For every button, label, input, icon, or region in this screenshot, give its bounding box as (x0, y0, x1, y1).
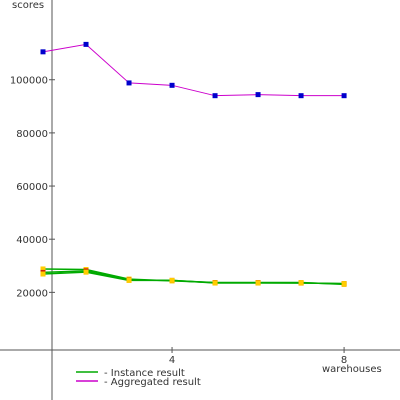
instance-point (212, 280, 218, 286)
aggregated-point (83, 41, 89, 47)
x-tick-label: 4 (169, 355, 175, 366)
instance-point (298, 280, 304, 286)
aggregated-point (169, 82, 175, 88)
x-axis-label: warehouses (322, 364, 382, 375)
instance-line (42, 271, 345, 285)
aggregated-line (42, 43, 345, 97)
y-tick-label: 20000 (16, 288, 48, 299)
x-tick-label: 8 (341, 355, 347, 366)
instance-point (255, 280, 261, 286)
instance-point (40, 266, 46, 272)
instance-point (169, 277, 175, 283)
y-tick-label: 60000 (16, 182, 48, 193)
y-axis-label: scores (12, 0, 44, 11)
aggregated-point (341, 93, 347, 99)
y-ticks: 20000 40000 60000 80000 100000 (10, 76, 55, 299)
legend-aggregated-label: - Aggregated result (104, 377, 201, 388)
y-tick-label: 40000 (16, 235, 48, 246)
aggregated-point (255, 92, 261, 98)
instance-point (83, 269, 89, 275)
legend-instance-label: - Instance result (104, 368, 185, 379)
aggregated-point (298, 93, 304, 99)
y-tick-label: 100000 (10, 76, 48, 87)
aggregated-point (212, 93, 218, 99)
instance-point (126, 277, 132, 283)
series-layer (40, 41, 347, 287)
instance-point (40, 271, 46, 277)
y-tick-label: 80000 (16, 129, 48, 140)
aggregated-point (126, 80, 132, 86)
aggregated-point (40, 49, 46, 55)
instance-point (341, 281, 347, 287)
legend: - Instance result- Aggregated result (76, 368, 201, 388)
